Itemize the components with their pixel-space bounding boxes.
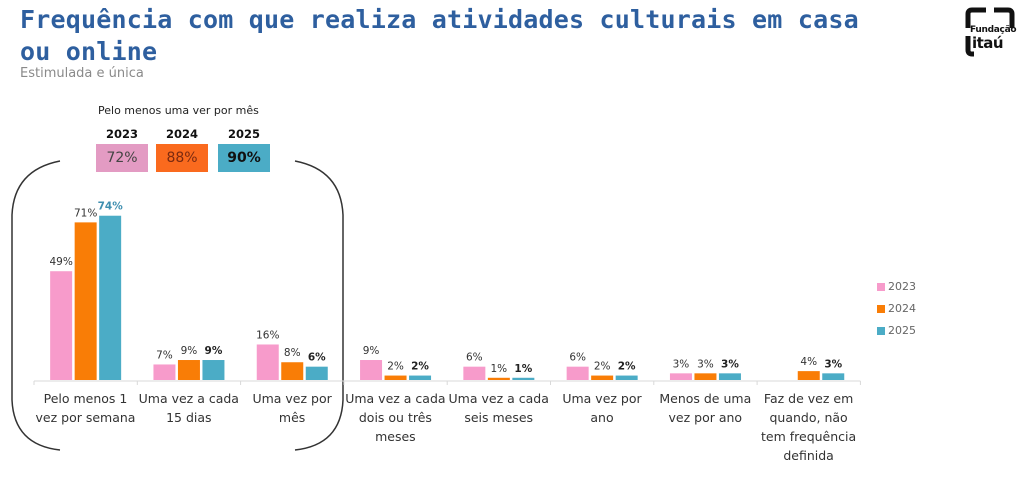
data-label-2024-cat2: 8% [284,347,301,359]
legend-item-2024: 2024 [877,302,916,315]
summary-box-2025: 90% [218,144,270,172]
data-label-2023-cat1: 7% [156,349,173,361]
category-label-line: tem frequência [761,429,857,444]
category-label: Pelo menos 1 vez por semana [34,389,137,427]
data-label-2023-cat0: 49% [49,256,72,268]
bar-2023-cat5 [566,366,589,380]
data-label-2025-cat3: 2% [411,361,429,373]
bar-2025-cat6 [718,373,741,380]
category-label-line: dois ou três [358,410,432,425]
data-label-2024-cat0: 71% [74,207,97,219]
bar-2025-cat7 [822,373,845,380]
category-label-line: vez por ano [668,410,743,425]
legend-swatch-2023 [877,282,885,291]
summary-year-2023: 2023 [105,127,138,141]
data-label-2024-cat5: 2% [594,361,611,373]
bar-2023-cat4 [463,366,486,380]
category-label-line: Uma vez a cada [138,391,239,406]
summary-title: Pelo menos uma ver por mês [98,104,259,117]
data-label-2023-cat3: 9% [363,345,380,357]
legend-item-2025: 2025 [877,324,916,337]
data-label-2025-cat0: 74% [98,201,124,213]
bar-2023-cat1 [153,364,176,380]
logo-text-fundacao: Fundação [970,25,1017,35]
data-label-2023-cat6: 3% [673,358,690,370]
category-label-line: vez por semana [35,410,136,425]
category-label-line: Uma vez a cada [448,391,549,406]
category-label: Uma vez a cada dois ou três meses [344,389,447,446]
data-label-2023-cat2: 16% [256,329,279,341]
data-label-2024-cat1: 9% [181,345,198,357]
bar-2025-cat2 [305,366,328,380]
summary-year-2024: 2024 [165,127,198,141]
category-label-line: mês [278,410,306,425]
bar-2024-cat2 [281,362,304,380]
legend-label-2023: 2023 [888,280,916,293]
bar-2023-cat3 [360,360,383,380]
bar-2025-cat5 [615,375,638,380]
data-label-2024-cat7: 4% [800,356,817,368]
category-label-line: definida [783,448,834,463]
bar-2024-cat3 [384,375,407,380]
category-label-line: Menos de uma [659,391,752,406]
bar-2023-cat0 [50,271,73,380]
chart-subtitle: Estimulada e única [20,66,144,81]
category-label-line: Uma vez por [252,391,332,406]
data-label-2024-cat3: 2% [387,361,404,373]
logo-frame-icon [965,7,1015,57]
bar-2025-cat0 [99,215,122,380]
category-label-line: 15 dias [166,410,212,425]
category-label: Uma vez a cada seis meses [447,389,550,427]
bar-2024-cat1 [177,360,200,380]
data-label-2024-cat4: 1% [491,363,508,375]
summary-box-2024: 88% [156,144,208,172]
bar-2024-cat0 [74,222,97,380]
summary-box-2023: 72% [96,144,148,172]
summary-year-2025: 2025 [227,127,260,141]
bar-2024-cat6 [694,373,717,380]
category-label: Uma vez a cada 15 dias [137,389,240,427]
legend-swatch-2025 [877,326,885,335]
bar-2025-cat4 [512,377,535,380]
legend-swatch-2024 [877,304,885,313]
bar-2023-cat6 [669,373,692,380]
bar-2023-cat2 [256,344,279,380]
data-label-2025-cat7: 3% [824,358,842,370]
category-label-line: Faz de vez em [763,391,854,406]
category-label: Faz de vez em quando, não tem frequência de… [757,389,860,465]
bar-2025-cat1 [202,360,225,380]
bracket-right [294,160,344,451]
data-label-2025-cat4: 1% [514,363,532,375]
data-label-2025-cat2: 6% [308,352,326,364]
category-label: Uma vez por ano [551,389,654,427]
data-label-2024-cat6: 3% [697,358,714,370]
bar-2024-cat7 [797,371,820,380]
category-label-line: seis meses [464,410,534,425]
logo-text-itau: itaú [972,34,1004,52]
category-label: Menos de uma vez por ano [654,389,757,427]
data-label-2023-cat5: 6% [569,352,586,364]
fundacao-itau-logo: Fundação itaú [960,6,1020,58]
bracket-left [11,160,61,451]
bar-2025-cat3 [409,375,432,380]
bar-2024-cat5 [591,375,614,380]
legend-item-2023: 2023 [877,280,916,293]
legend-label-2024: 2024 [888,302,916,315]
category-label: Uma vez por mês [241,389,344,427]
category-label-line: Uma vez por ano [562,391,642,425]
legend-label-2025: 2025 [888,324,916,337]
data-label-2025-cat6: 3% [721,358,739,370]
category-label-line: Uma vez a cada [345,391,446,406]
category-label-line: quando, não [769,410,848,425]
chart-title: Frequência com que realiza atividades cu… [20,5,859,66]
data-label-2023-cat4: 6% [466,352,483,364]
category-label-line: meses [375,429,416,444]
category-label-line: Pelo menos 1 [43,391,128,406]
data-label-2025-cat5: 2% [618,361,636,373]
data-label-2025-cat1: 9% [205,345,223,357]
bar-2024-cat4 [487,377,510,380]
